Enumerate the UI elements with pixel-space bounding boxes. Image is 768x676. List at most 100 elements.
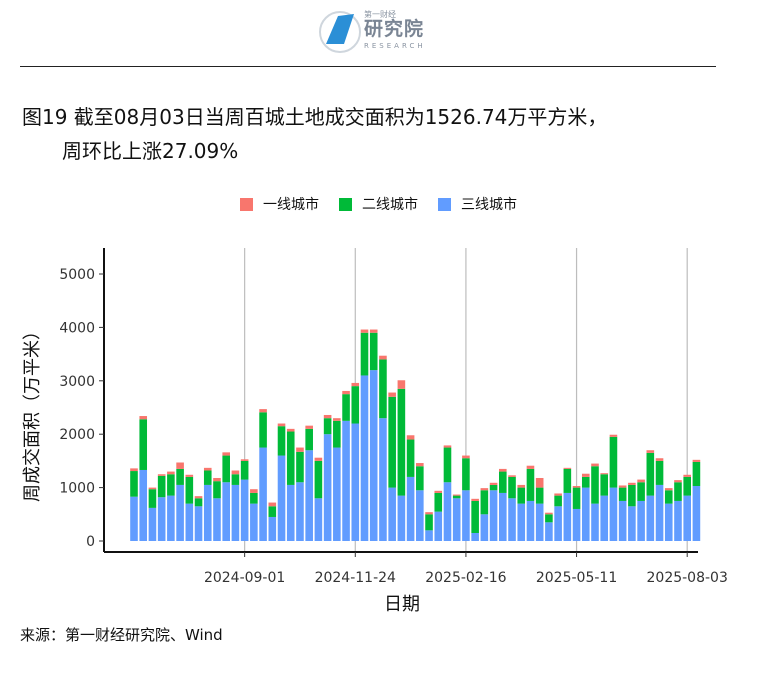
bar-tier2-19 [305, 428, 313, 451]
bar-tier3-5 [176, 484, 184, 541]
bar-tier3-46 [554, 506, 562, 541]
x-axis-title: 日期 [384, 594, 420, 615]
y-tick-label-0: 0 [86, 534, 95, 550]
bar-tier2-38 [480, 490, 489, 515]
bar-tier1-56 [646, 450, 655, 453]
y-tick-label-3000: 3000 [59, 374, 95, 390]
bar-tier1-57 [655, 458, 664, 461]
bar-tier2-40 [499, 471, 507, 493]
bar-tier2-27 [379, 359, 387, 419]
bar-tier1-6 [185, 474, 194, 477]
bar-tier1-2 [148, 487, 157, 490]
legend: 一线城市 二线城市 三线城市 [240, 194, 517, 214]
bar-tier3-54 [628, 506, 636, 541]
y-tick-label-4000: 4000 [59, 320, 95, 336]
bar-tier1-4 [167, 471, 175, 475]
bar-tier3-34 [443, 482, 452, 541]
bar-tier3-24 [351, 423, 360, 541]
bar-tier2-56 [646, 452, 655, 496]
bar-tier1-10 [222, 452, 230, 456]
bar-tier1-24 [351, 382, 360, 387]
bar-tier3-13 [250, 503, 258, 541]
bar-tier3-52 [609, 487, 618, 541]
bar-tier3-11 [231, 484, 240, 541]
bar-tier3-19 [305, 450, 313, 541]
bar-tier1-41 [508, 475, 516, 477]
bar-tier1-40 [499, 468, 507, 472]
bar-tier1-9 [213, 477, 221, 482]
bar-tier3-4 [167, 495, 175, 541]
bar-tier2-58 [664, 490, 673, 504]
bar-tier2-51 [600, 474, 609, 496]
bar-tier2-46 [554, 495, 562, 507]
bar-tier2-14 [259, 412, 267, 448]
bar-tier3-3 [157, 497, 166, 541]
bar-tier1-27 [379, 355, 387, 360]
bar-tier2-50 [591, 466, 599, 504]
bar-tier1-21 [323, 414, 332, 419]
x-tick-label-4: 2025-08-03 [647, 570, 728, 586]
bar-tier1-26 [369, 329, 378, 333]
bar-tier1-36 [462, 455, 470, 459]
bar-tier2-21 [323, 418, 332, 435]
bar-tier2-49 [581, 476, 590, 488]
bar-tier2-20 [314, 460, 323, 499]
bar-tier1-28 [388, 392, 396, 397]
bar-tier2-13 [250, 492, 258, 504]
logo [319, 11, 361, 53]
bar-tier2-4 [167, 474, 175, 496]
bar-tier2-53 [618, 487, 627, 501]
bar-tier3-16 [277, 455, 286, 541]
bar-tier3-59 [674, 500, 682, 541]
bar-tier3-39 [489, 490, 498, 541]
bar-tier2-28 [388, 396, 396, 488]
bar-tier3-41 [508, 498, 516, 541]
bar-tier3-30 [406, 476, 415, 541]
logo-main-text: 研究院 [364, 18, 425, 40]
bar-tier3-29 [397, 495, 406, 541]
bar-tier1-51 [600, 473, 609, 475]
legend-label-tier2: 二线城市 [362, 197, 418, 213]
bar-tier2-0 [130, 471, 138, 497]
bar-tier2-45 [545, 514, 553, 523]
bar-tier1-11 [231, 470, 240, 475]
bar-tier2-25 [360, 332, 369, 376]
bar-tier1-35 [452, 494, 461, 496]
bar-tier2-5 [176, 468, 184, 485]
bar-tier2-9 [213, 481, 221, 499]
bar-tier3-2 [148, 507, 157, 541]
bar-tier3-9 [213, 498, 221, 541]
x-tick-label-3: 2025-05-11 [536, 570, 617, 586]
bar-tier3-58 [664, 503, 673, 541]
bar-tier1-31 [416, 463, 424, 467]
bar-tier2-30 [406, 439, 415, 477]
bar-tier1-19 [305, 425, 313, 429]
bar-tier1-22 [333, 418, 341, 421]
logo-book-icon [326, 14, 354, 44]
bar-tier2-2 [148, 489, 157, 508]
bar-tier1-46 [554, 493, 562, 496]
bar-tier2-23 [342, 394, 350, 421]
bar-tier3-43 [526, 500, 535, 541]
bar-tier3-55 [637, 500, 645, 541]
bar-tier2-48 [572, 487, 581, 509]
bar-tier2-17 [286, 431, 295, 485]
bar-tier2-15 [268, 506, 277, 517]
bar-tier1-17 [286, 428, 295, 432]
bar-tier2-33 [434, 492, 443, 512]
bar-tier3-21 [323, 434, 332, 541]
bar-tier3-33 [434, 511, 443, 541]
bar-tier3-42 [517, 503, 526, 541]
bar-tier3-37 [471, 532, 479, 541]
bar-tier1-61 [692, 459, 701, 462]
figure-title-line2: 周环比上涨27.09% [62, 139, 239, 163]
legend-label-tier1: 一线城市 [263, 197, 319, 213]
bar-tier3-20 [314, 498, 323, 541]
bar-tier1-39 [489, 482, 498, 485]
bar-tier2-43 [526, 468, 535, 501]
bar-tier3-7 [194, 506, 203, 541]
bar-tier2-24 [351, 386, 360, 424]
bar-tier3-14 [259, 447, 267, 541]
bar-tier1-0 [130, 468, 138, 472]
legend-swatch-tier1 [240, 197, 253, 211]
